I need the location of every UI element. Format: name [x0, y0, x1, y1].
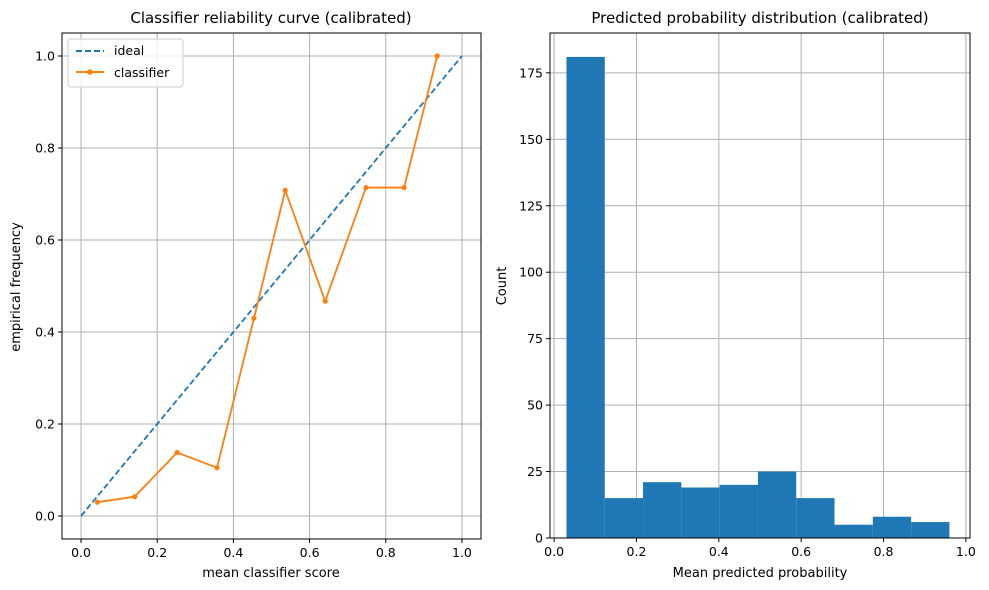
- histogram-bar: [757, 471, 797, 538]
- distribution-chart: Predicted probability distribution (cali…: [495, 9, 976, 581]
- y-tick-label: 100: [519, 265, 543, 280]
- x-tick-label: 0.8: [376, 545, 396, 560]
- histogram-bar: [719, 484, 758, 538]
- y-tick-label: 150: [519, 132, 543, 147]
- distribution-grid: [550, 33, 970, 539]
- x-tick-label: 0.6: [300, 545, 320, 560]
- classifier-point: [401, 184, 407, 191]
- histogram-bar: [796, 498, 835, 538]
- reliability-y-axis-label: empirical frequency: [9, 222, 24, 352]
- y-tick-label: 0.6: [35, 233, 55, 248]
- y-tick-label: 0.4: [35, 325, 55, 340]
- y-tick-label: 75: [527, 331, 543, 346]
- classifier-point: [282, 187, 288, 193]
- reliability-ticks: 0.0 0.2 0.4 0.6 0.8 1.0 0.0 0.2 0.4 0.6 0.8 1.0: [35, 49, 472, 561]
- distribution-plot-frame: [549, 32, 971, 539]
- histogram-bar: [643, 482, 682, 538]
- histogram-bar: [911, 522, 950, 538]
- y-tick-label: 125: [519, 198, 543, 213]
- series-classifier-line: [97, 55, 439, 504]
- x-tick-label: 1.0: [452, 545, 472, 560]
- distribution-ticks: 0.0 0.2 0.4 0.6 0.8 1.0 0 25 50 75 100 125 150 175: [519, 65, 976, 559]
- y-tick-label: 0.2: [35, 417, 55, 432]
- y-tick-label: 175: [519, 65, 543, 80]
- x-tick-label: 0.4: [709, 544, 729, 559]
- legend-classifier-marker: [87, 69, 93, 75]
- histogram-bar: [604, 498, 644, 538]
- legend-classifier-label: classifier: [114, 65, 170, 80]
- classifier-point: [251, 315, 257, 321]
- y-tick-label: 0.0: [35, 509, 55, 524]
- y-tick-label: 50: [527, 398, 543, 413]
- distribution-chart-title: Predicted probability distribution (cali…: [591, 9, 928, 27]
- x-tick-label: 0.4: [223, 545, 243, 560]
- classifier-point: [434, 53, 440, 59]
- x-tick-label: 0.6: [791, 544, 811, 559]
- histogram-bar: [681, 487, 720, 538]
- classifier-point: [363, 184, 369, 191]
- classifier-point: [214, 465, 220, 471]
- legend-ideal-label: ideal: [114, 43, 144, 58]
- distribution-y-axis-label: Count: [495, 267, 510, 306]
- y-tick-label: 0.8: [35, 141, 55, 156]
- x-tick-label: 1.0: [956, 544, 976, 559]
- reliability-legend: ideal classifier: [67, 38, 184, 88]
- histogram-bar: [566, 56, 605, 538]
- reliability-chart-title: Classifier reliability curve (calibrated…: [130, 9, 411, 27]
- x-tick-label: 0.0: [71, 545, 91, 560]
- x-tick-label: 0.8: [874, 544, 894, 559]
- reliability-plot-frame: [61, 32, 482, 540]
- histogram-bar: [834, 524, 873, 538]
- y-tick-label: 1.0: [35, 49, 55, 64]
- y-tick-label: 0: [535, 531, 543, 546]
- classifier-point: [94, 499, 101, 505]
- classifier-point: [174, 449, 180, 456]
- reliability-x-axis-label: mean classifier score: [202, 566, 339, 581]
- x-tick-label: 0.2: [627, 544, 647, 559]
- classifier-point: [322, 298, 328, 304]
- reliability-chart: Classifier reliability curve (calibrated…: [9, 9, 482, 581]
- distribution-bars: [566, 56, 950, 538]
- reliability-series: [80, 53, 463, 517]
- x-tick-label: 0.0: [544, 544, 564, 559]
- x-tick-label: 0.2: [147, 545, 167, 560]
- series-ideal-line: [80, 55, 463, 517]
- classifier-point: [132, 494, 138, 500]
- y-tick-label: 25: [527, 464, 543, 479]
- distribution-x-axis-label: Mean predicted probability: [673, 566, 848, 581]
- histogram-bar: [872, 516, 912, 538]
